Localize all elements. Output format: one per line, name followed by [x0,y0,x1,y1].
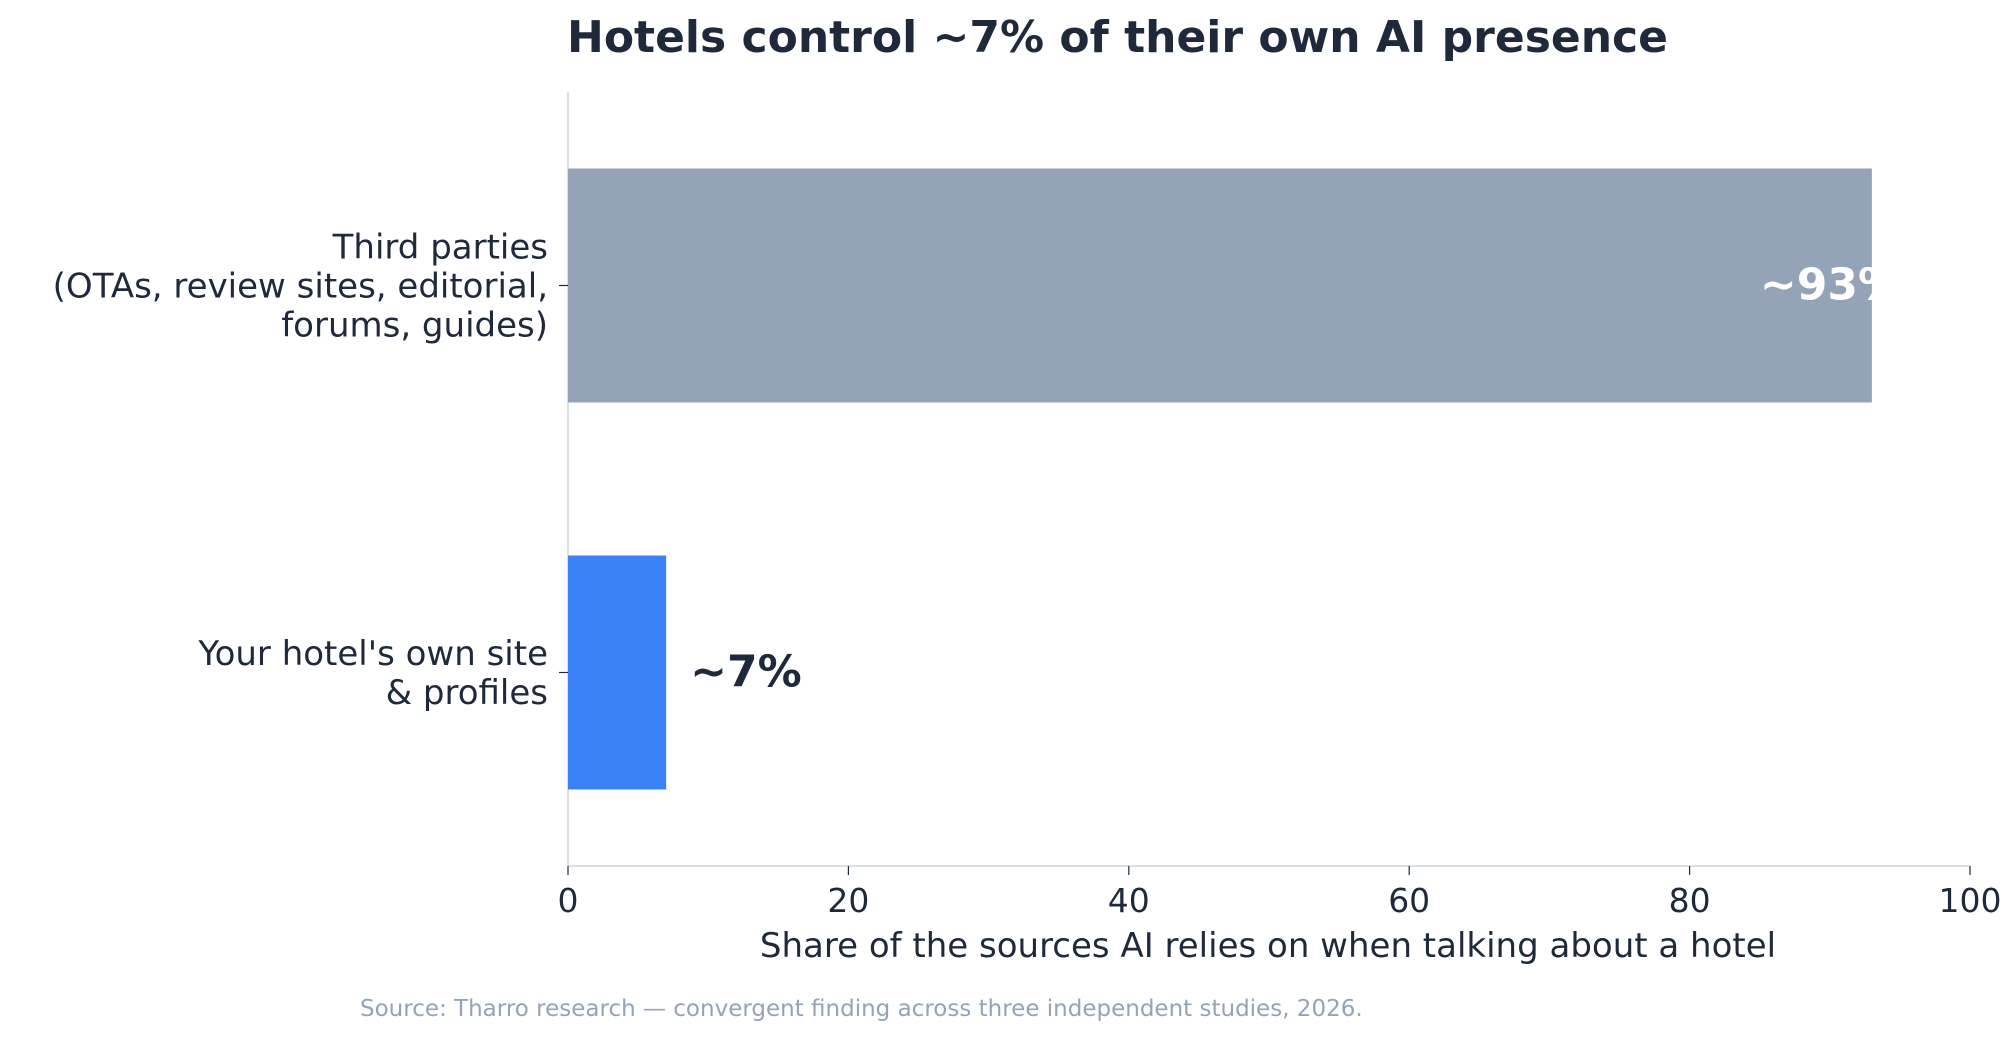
x-axis-label: Share of the sources AI relies on when t… [760,926,1776,966]
bar [568,168,1872,403]
category-label: Third parties (OTAs, review sites, editor… [53,228,548,346]
plot-area: 0 20 40 60 80 100 Third parties (OTAs, review s… [53,92,2002,920]
bar-value-label: ~7% [690,647,802,698]
x-tick-label: 80 [1669,881,1711,920]
x-tick-label: 20 [827,881,869,920]
bar [568,555,667,790]
x-tick-label: 0 [558,881,579,920]
chart-title: Hotels control ~7% of their own AI prese… [567,12,1668,63]
category-label: Your hotel's own site & profiles [197,634,548,713]
x-tick-label: 100 [1939,881,2002,920]
x-tick-label: 40 [1108,881,1150,920]
source-note: Source: Tharro research — convergent fin… [360,996,1363,1022]
x-tick-label: 60 [1388,881,1430,920]
bar-value-label: ~93% [1760,260,1902,311]
